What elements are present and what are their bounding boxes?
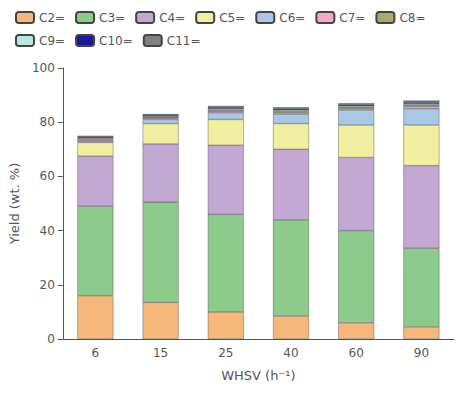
svg-text:100: 100 [32,61,55,75]
svg-text:20: 20 [40,278,55,292]
svg-text:Yield (wt. %): Yield (wt. %) [7,163,22,246]
svg-text:C2=: C2= [39,11,65,25]
svg-text:C3=: C3= [99,11,125,25]
svg-text:C9=: C9= [39,34,65,48]
svg-text:40: 40 [40,224,55,238]
svg-text:15: 15 [153,346,168,360]
svg-text:60: 60 [349,346,364,360]
svg-text:80: 80 [40,115,55,129]
svg-text:25: 25 [218,346,233,360]
svg-text:C8=: C8= [399,11,425,25]
svg-text:C6=: C6= [279,11,305,25]
svg-text:0: 0 [47,332,55,346]
svg-text:C5=: C5= [219,11,245,25]
svg-text:C10=: C10= [99,34,133,48]
svg-text:60: 60 [40,169,55,183]
svg-text:WHSV (h⁻¹): WHSV (h⁻¹) [221,368,295,383]
svg-text:40: 40 [283,346,298,360]
svg-text:C11=: C11= [167,34,201,48]
svg-text:C7=: C7= [339,11,365,25]
svg-text:6: 6 [92,346,100,360]
svg-text:90: 90 [414,346,429,360]
svg-text:C4=: C4= [159,11,185,25]
